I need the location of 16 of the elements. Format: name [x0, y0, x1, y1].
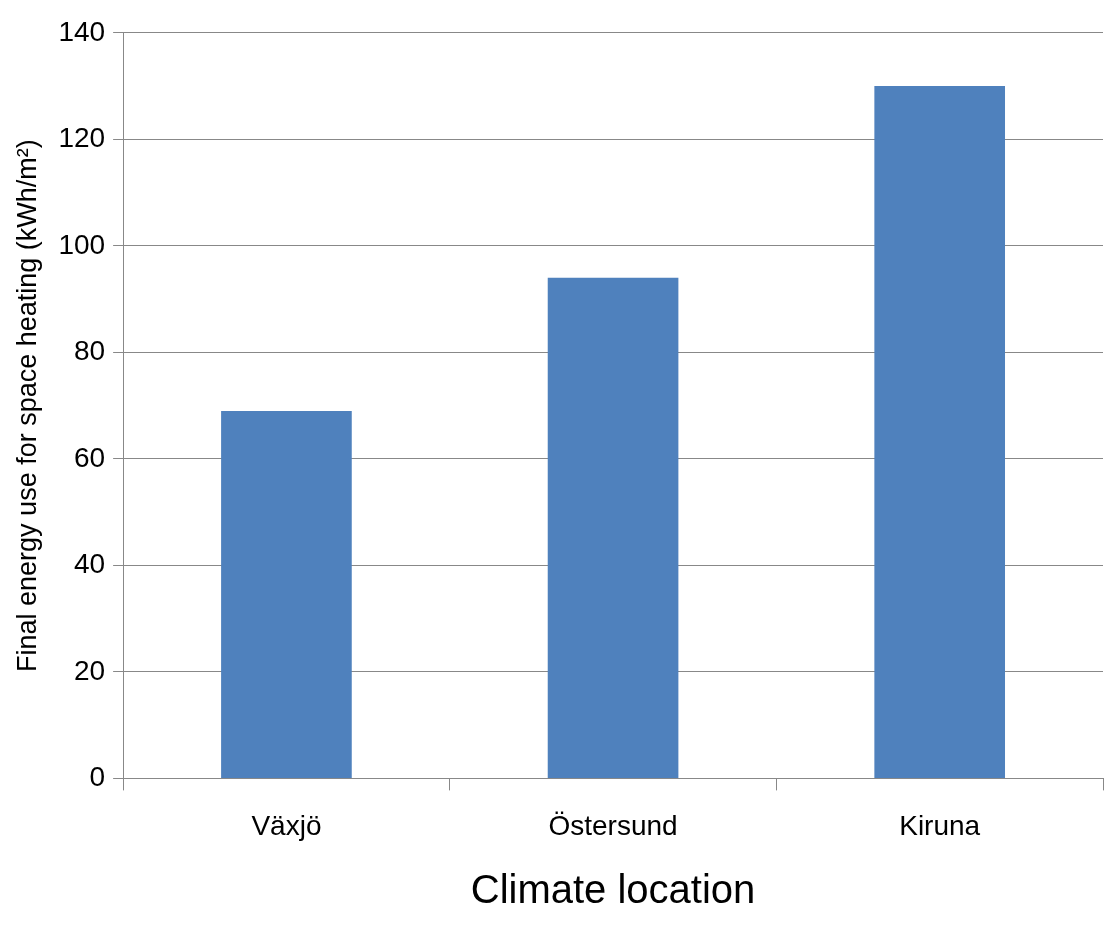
bar	[221, 410, 352, 778]
y-tick-label: 20	[73, 654, 106, 686]
x-tick-label: Kiruna	[899, 809, 981, 841]
y-tick-label: 140	[58, 15, 106, 47]
bar	[874, 86, 1006, 778]
y-axis-title: Final energy use for space heating (kWh/m²)	[11, 139, 42, 672]
x-tick-label: Östersund	[548, 809, 678, 841]
bar	[547, 277, 679, 778]
y-tick-label: 80	[73, 335, 106, 367]
y-tick-label: 60	[73, 441, 106, 473]
y-tick-label: 120	[58, 122, 106, 154]
x-tick-label: Växjö	[251, 809, 322, 841]
y-tick-label: 100	[58, 228, 106, 260]
y-tick-label: 0	[89, 761, 106, 793]
y-tick-label: 40	[73, 548, 106, 580]
x-axis-title: Climate location	[470, 867, 756, 912]
